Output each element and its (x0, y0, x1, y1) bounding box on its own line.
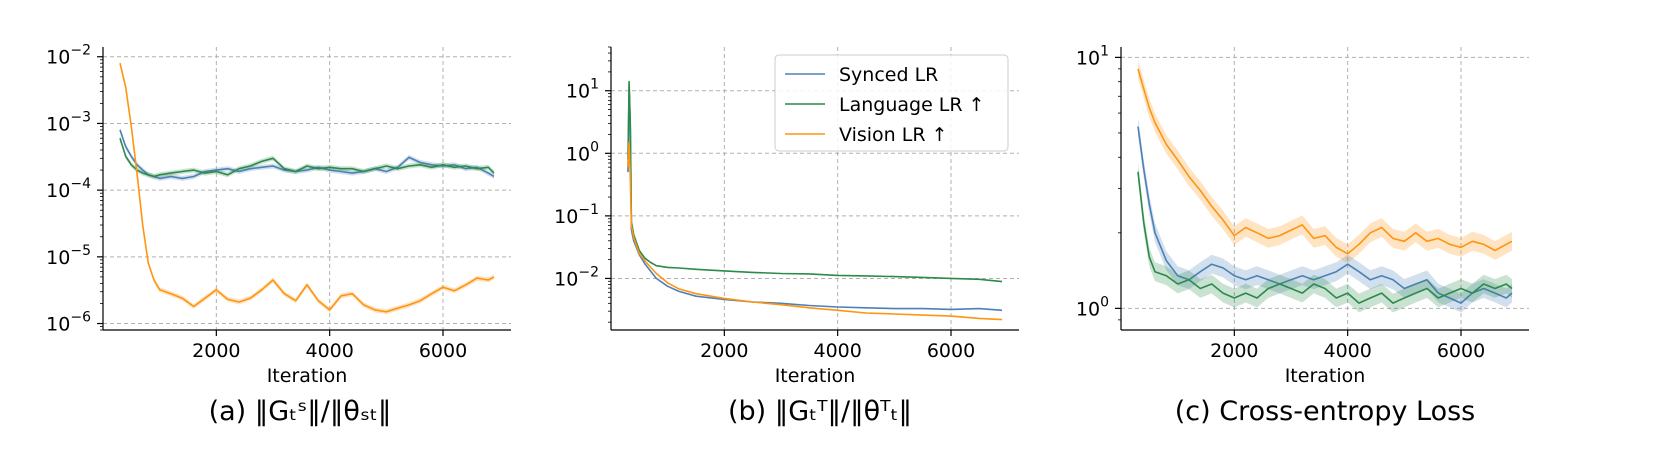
x-tick-label: 2000 (700, 340, 748, 362)
legend-label-1: Synced LR (839, 64, 938, 86)
series-band-3 (1138, 162, 1512, 313)
series-line-2 (1137, 126, 1513, 304)
y-tick-label: 100 (1076, 294, 1109, 320)
series-line-3 (119, 63, 495, 313)
x-tick-label: 2000 (192, 340, 240, 362)
chart-caption: (b) ‖Gₜᵀ‖/‖θᵀₜ‖ (728, 396, 912, 427)
legend: Synced LR Language LR ↑ Vision LR ↑ (774, 54, 1009, 152)
series-line-1 (1137, 68, 1513, 255)
y-tick-label: 100 (566, 139, 599, 165)
y-tick-label: 101 (566, 77, 599, 103)
x-tick-label: 4000 (1323, 340, 1371, 362)
x-tick-label: 6000 (927, 340, 975, 362)
x-axis-label: Iteration (775, 365, 856, 387)
x-axis-label: Iteration (267, 365, 348, 387)
x-tick-label: 4000 (813, 340, 861, 362)
x-tick-label: 6000 (1437, 340, 1485, 362)
series-line-3 (1137, 171, 1513, 304)
series-line-2 (119, 137, 495, 178)
chart-caption: (c) Cross-entropy Loss (1175, 396, 1476, 427)
x-tick-label: 6000 (419, 340, 467, 362)
x-axis-label: Iteration (1285, 365, 1366, 387)
chart-panel-1: 2000 4000 6000 10−6 10−5 10−4 10−3 10−2 Iteratio… (46, 43, 511, 427)
legend-label-3: Vision LR ↑ (839, 124, 948, 146)
series-band-1 (1138, 59, 1512, 264)
chart-caption: (a) ‖Gₜˢ‖/‖θₛₜ‖ (209, 396, 392, 427)
y-tick-label: 10−5 (46, 243, 91, 269)
y-tick-label: 101 (1076, 43, 1109, 69)
x-tick-label: 2000 (1210, 340, 1258, 362)
legend-label-2: Language LR ↑ (839, 94, 985, 116)
legend-box (774, 54, 1009, 152)
y-tick-label: 10−2 (554, 264, 599, 290)
series-line-3 (627, 141, 1003, 321)
series-band-3 (120, 60, 494, 315)
y-tick-label: 10−1 (554, 202, 599, 228)
y-tick-label: 10−4 (46, 176, 91, 202)
chart-panel-2: 2000 4000 6000 10−2 10−1 100 101 Iteration (b) ‖… (554, 46, 1019, 427)
y-tick-label: 10−3 (46, 109, 91, 135)
y-tick-label: 10−2 (46, 43, 91, 69)
x-tick-label: 4000 (305, 340, 353, 362)
y-tick-label: 10−6 (46, 310, 91, 336)
chart-panel-3: 2000 4000 6000 100 101 Iteration (c) Cross-ent… (1076, 43, 1529, 427)
